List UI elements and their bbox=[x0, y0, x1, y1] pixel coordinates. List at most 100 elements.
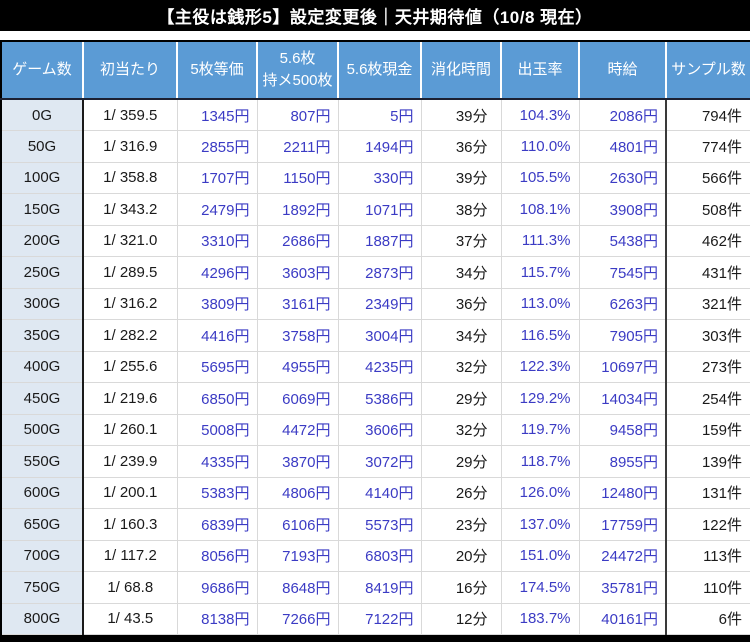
cell-game-count: 650G bbox=[0, 508, 84, 541]
column-header-hourly-wage: 時給 bbox=[578, 40, 666, 100]
cell-sample-count: 794件 bbox=[665, 98, 750, 131]
cell-sample-count: 139件 bbox=[665, 445, 750, 478]
cell-game-count: 350G bbox=[0, 319, 84, 352]
cell-game-count: 550G bbox=[0, 445, 84, 478]
cell-payout-rate: 108.1% bbox=[500, 193, 580, 226]
column-header-five-coin-equiv: 5枚等価 bbox=[176, 40, 257, 100]
cell-digest-time: 26分 bbox=[420, 476, 502, 509]
cell-five-six-cash: 4235円 bbox=[337, 350, 422, 383]
cell-digest-time: 36分 bbox=[420, 287, 502, 320]
cell-first-hit: 1/ 260.1 bbox=[82, 413, 178, 446]
cell-hourly-wage: 6263円 bbox=[578, 287, 667, 320]
table-row: 0G 1/ 359.5 1345円 807円 5円 39分 104.3% 2086円 794件 bbox=[0, 98, 750, 131]
table-row: 600G 1/ 200.1 5383円 4806円 4140円 26分 126.0% 1248… bbox=[0, 476, 750, 509]
cell-game-count: 750G bbox=[0, 571, 84, 604]
cell-hold-500-coins: 7266円 bbox=[256, 602, 339, 635]
table-row: 300G 1/ 316.2 3809円 3161円 2349円 36分 113.0% 6263… bbox=[0, 287, 750, 320]
cell-hourly-wage: 2086円 bbox=[578, 98, 667, 131]
cell-five-coin-equiv: 1707円 bbox=[176, 161, 258, 194]
cell-five-coin-equiv: 5008円 bbox=[176, 413, 258, 446]
cell-five-six-cash: 5573円 bbox=[337, 508, 422, 541]
expectation-table: ゲーム数 初当たり 5枚等価 5.6枚 持メ500枚 5.6枚現金 消化時間 出玉率 時給 サン… bbox=[0, 40, 750, 635]
cell-digest-time: 37分 bbox=[420, 224, 502, 257]
cell-payout-rate: 104.3% bbox=[500, 98, 580, 131]
cell-five-coin-equiv: 5383円 bbox=[176, 476, 258, 509]
cell-five-six-cash: 6803円 bbox=[337, 539, 422, 572]
cell-hourly-wage: 5438円 bbox=[578, 224, 667, 257]
cell-hourly-wage: 9458円 bbox=[578, 413, 667, 446]
cell-hourly-wage: 35781円 bbox=[578, 571, 667, 604]
table-row: 400G 1/ 255.6 5695円 4955円 4235円 32分 122.3% 1069… bbox=[0, 350, 750, 383]
cell-hold-500-coins: 7193円 bbox=[256, 539, 339, 572]
cell-payout-rate: 122.3% bbox=[500, 350, 580, 383]
cell-payout-rate: 126.0% bbox=[500, 476, 580, 509]
cell-five-coin-equiv: 4296円 bbox=[176, 256, 258, 289]
cell-hold-500-coins: 3758円 bbox=[256, 319, 339, 352]
cell-hold-500-coins: 1150円 bbox=[256, 161, 339, 194]
cell-hourly-wage: 10697円 bbox=[578, 350, 667, 383]
column-header-payout-rate: 出玉率 bbox=[500, 40, 579, 100]
cell-five-six-cash: 3606円 bbox=[337, 413, 422, 446]
cell-digest-time: 38分 bbox=[420, 193, 502, 226]
cell-first-hit: 1/ 289.5 bbox=[82, 256, 178, 289]
table-row: 650G 1/ 160.3 6839円 6106円 5573円 23分 137.0% 1775… bbox=[0, 508, 750, 541]
cell-digest-time: 29分 bbox=[420, 382, 502, 415]
cell-payout-rate: 183.7% bbox=[500, 602, 580, 635]
cell-five-six-cash: 330円 bbox=[337, 161, 422, 194]
cell-digest-time: 32分 bbox=[420, 413, 502, 446]
cell-five-coin-equiv: 8138円 bbox=[176, 602, 258, 635]
title-bar: 【主役は銭形5】設定変更後｜天井期待値（10/8 現在） bbox=[0, 0, 750, 31]
cell-five-six-cash: 3072円 bbox=[337, 445, 422, 478]
table-row: 450G 1/ 219.6 6850円 6069円 5386円 29分 129.2% 1403… bbox=[0, 382, 750, 415]
cell-hold-500-coins: 2211円 bbox=[256, 130, 339, 163]
cell-sample-count: 254件 bbox=[665, 382, 750, 415]
table-row: 700G 1/ 117.2 8056円 7193円 6803円 20分 151.0% 2447… bbox=[0, 539, 750, 572]
cell-first-hit: 1/ 343.2 bbox=[82, 193, 178, 226]
cell-first-hit: 1/ 200.1 bbox=[82, 476, 178, 509]
cell-sample-count: 110件 bbox=[665, 571, 750, 604]
title-table-divider bbox=[0, 31, 750, 40]
cell-hold-500-coins: 2686円 bbox=[256, 224, 339, 257]
cell-payout-rate: 151.0% bbox=[500, 539, 580, 572]
cell-first-hit: 1/ 316.9 bbox=[82, 130, 178, 163]
cell-first-hit: 1/ 239.9 bbox=[82, 445, 178, 478]
cell-first-hit: 1/ 358.8 bbox=[82, 161, 178, 194]
cell-digest-time: 20分 bbox=[420, 539, 502, 572]
cell-game-count: 200G bbox=[0, 224, 84, 257]
column-header-digest-time: 消化時間 bbox=[420, 40, 501, 100]
cell-five-coin-equiv: 6839円 bbox=[176, 508, 258, 541]
cell-sample-count: 6件 bbox=[665, 602, 750, 635]
cell-five-coin-equiv: 3310円 bbox=[176, 224, 258, 257]
cell-sample-count: 508件 bbox=[665, 193, 750, 226]
cell-first-hit: 1/ 359.5 bbox=[82, 98, 178, 131]
cell-sample-count: 566件 bbox=[665, 161, 750, 194]
cell-payout-rate: 105.5% bbox=[500, 161, 580, 194]
table-bottom-frame bbox=[0, 635, 750, 642]
cell-hourly-wage: 7905円 bbox=[578, 319, 667, 352]
cell-hold-500-coins: 6069円 bbox=[256, 382, 339, 415]
cell-five-coin-equiv: 8056円 bbox=[176, 539, 258, 572]
cell-first-hit: 1/ 43.5 bbox=[82, 602, 178, 635]
cell-sample-count: 774件 bbox=[665, 130, 750, 163]
table-body: 0G 1/ 359.5 1345円 807円 5円 39分 104.3% 2086円 794件 5… bbox=[0, 98, 750, 635]
cell-five-coin-equiv: 2479円 bbox=[176, 193, 258, 226]
cell-five-coin-equiv: 2855円 bbox=[176, 130, 258, 163]
cell-five-coin-equiv: 9686円 bbox=[176, 571, 258, 604]
cell-five-six-cash: 2873円 bbox=[337, 256, 422, 289]
cell-hourly-wage: 24472円 bbox=[578, 539, 667, 572]
cell-game-count: 600G bbox=[0, 476, 84, 509]
cell-five-six-cash: 2349円 bbox=[337, 287, 422, 320]
header-row: ゲーム数 初当たり 5枚等価 5.6枚 持メ500枚 5.6枚現金 消化時間 出玉率 時給 サン… bbox=[0, 40, 750, 100]
cell-hold-500-coins: 1892円 bbox=[256, 193, 339, 226]
cell-game-count: 300G bbox=[0, 287, 84, 320]
cell-sample-count: 431件 bbox=[665, 256, 750, 289]
cell-hold-500-coins: 3870円 bbox=[256, 445, 339, 478]
cell-first-hit: 1/ 282.2 bbox=[82, 319, 178, 352]
cell-game-count: 700G bbox=[0, 539, 84, 572]
cell-hold-500-coins: 8648円 bbox=[256, 571, 339, 604]
cell-five-six-cash: 5円 bbox=[337, 98, 422, 131]
cell-digest-time: 32分 bbox=[420, 350, 502, 383]
cell-payout-rate: 116.5% bbox=[500, 319, 580, 352]
cell-digest-time: 34分 bbox=[420, 256, 502, 289]
cell-sample-count: 131件 bbox=[665, 476, 750, 509]
